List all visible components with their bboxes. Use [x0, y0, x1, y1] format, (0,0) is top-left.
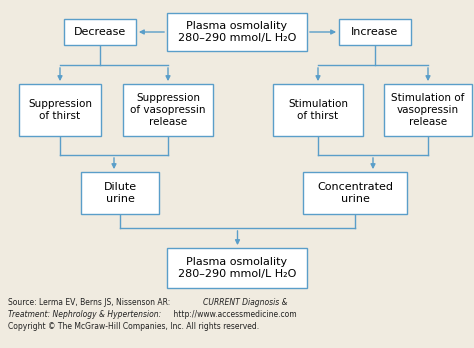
Text: Suppression
of thirst: Suppression of thirst [28, 99, 92, 121]
FancyBboxPatch shape [19, 84, 101, 136]
Text: http://www.accessmedicine.com: http://www.accessmedicine.com [171, 310, 297, 319]
Text: CURRENT Diagnosis &: CURRENT Diagnosis & [203, 298, 288, 307]
Text: Treatment: Nephrology & Hypertension:: Treatment: Nephrology & Hypertension: [8, 310, 161, 319]
FancyBboxPatch shape [303, 172, 407, 214]
FancyBboxPatch shape [384, 84, 472, 136]
Text: Plasma osmolality
280–290 mmol/L H₂O: Plasma osmolality 280–290 mmol/L H₂O [178, 257, 296, 279]
FancyBboxPatch shape [339, 19, 411, 45]
Text: Plasma osmolality
280–290 mmol/L H₂O: Plasma osmolality 280–290 mmol/L H₂O [178, 21, 296, 43]
FancyBboxPatch shape [81, 172, 159, 214]
Text: Increase: Increase [351, 27, 399, 37]
Text: Concentrated
urine: Concentrated urine [317, 182, 393, 204]
FancyBboxPatch shape [167, 248, 307, 288]
Text: Source: Lerma EV, Berns JS, Nissenson AR:: Source: Lerma EV, Berns JS, Nissenson AR… [8, 298, 173, 307]
FancyBboxPatch shape [64, 19, 136, 45]
Text: Stimulation of
vasopressin
release: Stimulation of vasopressin release [392, 93, 465, 127]
FancyBboxPatch shape [273, 84, 363, 136]
Text: Copyright © The McGraw-Hill Companies, Inc. All rights reserved.: Copyright © The McGraw-Hill Companies, I… [8, 322, 259, 331]
Text: Stimulation
of thirst: Stimulation of thirst [288, 99, 348, 121]
Text: Dilute
urine: Dilute urine [103, 182, 137, 204]
Text: Decrease: Decrease [74, 27, 126, 37]
FancyBboxPatch shape [167, 13, 307, 51]
FancyBboxPatch shape [123, 84, 213, 136]
Text: Suppression
of vasopressin
release: Suppression of vasopressin release [130, 93, 206, 127]
